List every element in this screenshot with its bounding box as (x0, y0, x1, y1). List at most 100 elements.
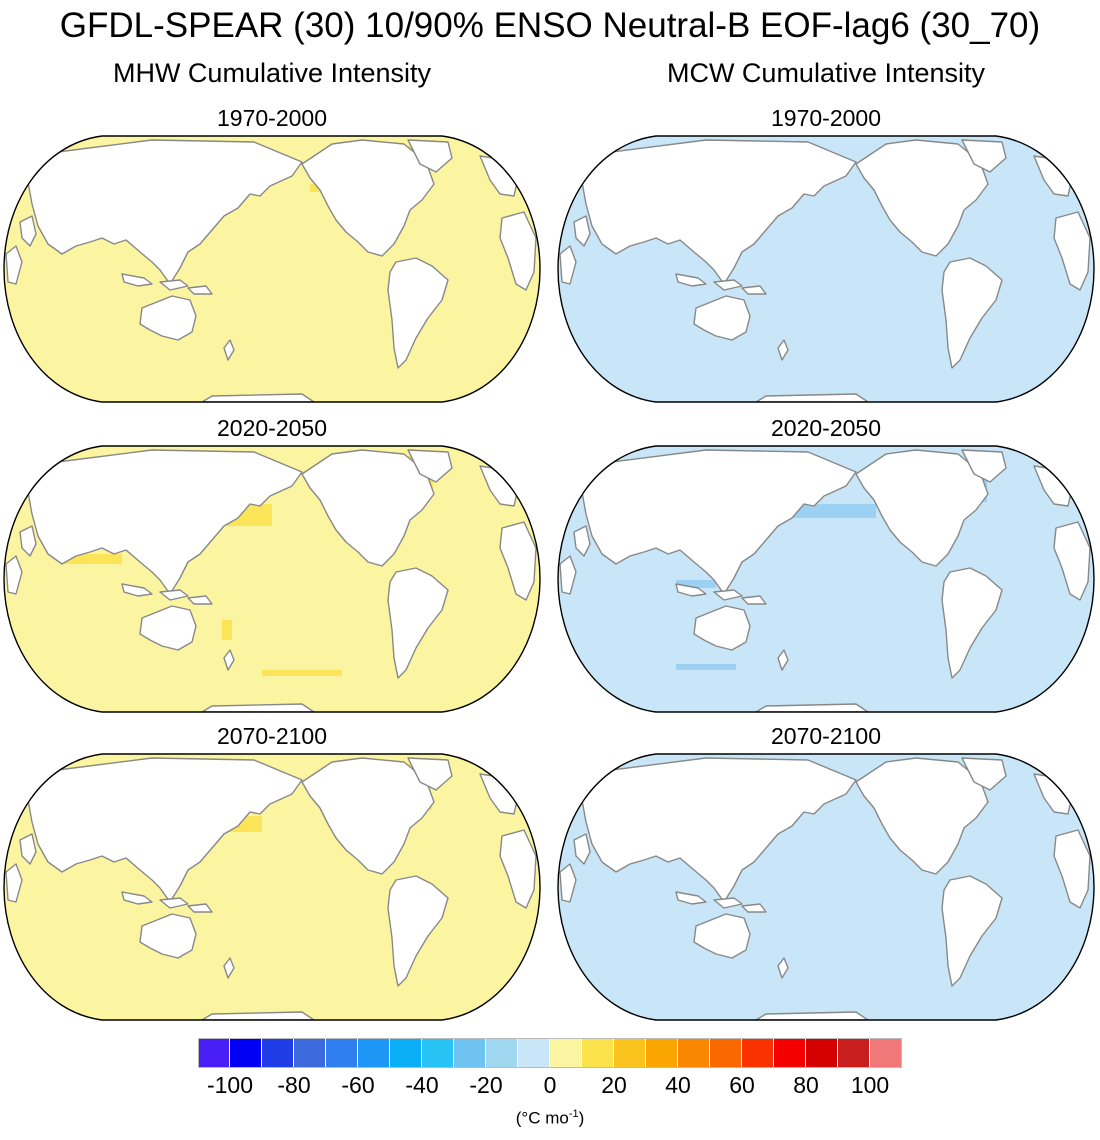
world-map (3, 135, 541, 403)
land-mass (5, 245, 23, 285)
colorbar-swatch (358, 1038, 390, 1068)
land-mass (187, 285, 213, 295)
land-mass (201, 393, 315, 402)
land-mass (675, 273, 707, 287)
column-title-mhw: MHW Cumulative Intensity (112, 58, 432, 88)
world-map (557, 445, 1095, 713)
land-mass (941, 875, 1003, 987)
land-mass (1053, 829, 1091, 909)
colorbar-swatch (806, 1038, 838, 1068)
colorbar-swatch (230, 1038, 262, 1068)
land-mass (499, 521, 537, 601)
land-mass (301, 757, 435, 875)
colorbar-swatch (742, 1038, 774, 1068)
land-mass (675, 891, 707, 905)
colorbar-swatch (390, 1038, 422, 1068)
colorbar-swatch (710, 1038, 742, 1068)
land-mass (961, 757, 1007, 791)
map-panel-mhw-1970-2000: 1970-2000 (2, 104, 542, 404)
land-mass (121, 583, 153, 597)
world-map (557, 753, 1095, 1021)
land-mass (187, 595, 213, 605)
land-mass (499, 211, 537, 291)
world-map (557, 135, 1095, 403)
colorbar-tick-label: 40 (665, 1072, 691, 1098)
land-mass (755, 1011, 869, 1020)
panel-period-label: 1970-2000 (771, 105, 881, 131)
colorbar (198, 1038, 902, 1068)
land-mass (139, 295, 197, 341)
colorbar-swatch (454, 1038, 486, 1068)
land-mass (559, 863, 577, 903)
colorbar-swatch (294, 1038, 326, 1068)
colorbar-tick-label: 100 (850, 1072, 890, 1098)
land-mass (777, 649, 789, 671)
world-map (3, 753, 541, 1021)
colorbar-tick-label: -60 (341, 1072, 375, 1098)
land-mass (559, 245, 577, 285)
colorbar-swatch (550, 1038, 582, 1068)
land-mass (159, 897, 189, 909)
world-map (3, 445, 541, 713)
land-mass (159, 279, 189, 291)
land-mass (159, 589, 189, 601)
colorbar-tick-label: -20 (469, 1072, 503, 1098)
land-mass (961, 139, 1007, 173)
land-mass (777, 957, 789, 979)
land-mass (223, 649, 235, 671)
colorbar-tick-label: -40 (405, 1072, 439, 1098)
anomaly-patch (62, 554, 122, 564)
land-mass (301, 449, 435, 567)
land-mass (201, 1011, 315, 1020)
colorbar-tick-label: -80 (277, 1072, 311, 1098)
panel-period-label: 1970-2000 (217, 105, 327, 131)
land-mass (223, 957, 235, 979)
land-mass (1053, 211, 1091, 291)
colorbar-swatch (262, 1038, 294, 1068)
land-mass (573, 833, 591, 865)
panel-period-label: 2020-2050 (771, 415, 881, 441)
land-mass (5, 555, 23, 595)
colorbar-swatch (614, 1038, 646, 1068)
land-mass (777, 339, 789, 361)
anomaly-patch (262, 670, 342, 676)
map-panel-mcw-2020-2050: 2020-2050 (556, 414, 1096, 714)
land-mass (139, 913, 197, 959)
colorbar-swatch (486, 1038, 518, 1068)
colorbar-swatch (838, 1038, 870, 1068)
colorbar-swatch (646, 1038, 678, 1068)
land-mass (407, 757, 453, 791)
land-mass (713, 589, 743, 601)
map-border (557, 753, 1095, 1021)
map-border (3, 445, 541, 713)
land-mass (855, 449, 989, 567)
land-mass (693, 913, 751, 959)
land-mass (301, 139, 435, 257)
map-border (557, 445, 1095, 713)
panel-period-label: 2070-2100 (771, 723, 881, 749)
map-panel-mhw-2070-2100: 2070-2100 (2, 722, 542, 1022)
land-mass (755, 393, 869, 402)
land-mass (573, 215, 591, 247)
colorbar-tick-label: 80 (793, 1072, 819, 1098)
colorbar-tick-label: 0 (543, 1072, 557, 1098)
colorbar-swatch (518, 1038, 550, 1068)
land-mass (941, 567, 1003, 679)
land-mass (387, 875, 449, 987)
land-mass (5, 863, 23, 903)
land-mass (19, 215, 37, 247)
colorbar-swatch (582, 1038, 614, 1068)
map-panel-mcw-2070-2100: 2070-2100 (556, 722, 1096, 1022)
colorbar-frame (198, 1038, 902, 1068)
column-title-mcw: MCW Cumulative Intensity (666, 58, 986, 88)
colorbar-swatch (326, 1038, 358, 1068)
colorbar-units: (°C mo-1) (0, 1103, 1100, 1130)
land-mass (387, 567, 449, 679)
land-mass (387, 257, 449, 369)
land-mass (1053, 521, 1091, 601)
land-mass (713, 897, 743, 909)
anomaly-patch (676, 580, 716, 588)
colorbar-swatch (198, 1038, 230, 1068)
land-mass (941, 257, 1003, 369)
anomaly-patch (676, 664, 736, 670)
